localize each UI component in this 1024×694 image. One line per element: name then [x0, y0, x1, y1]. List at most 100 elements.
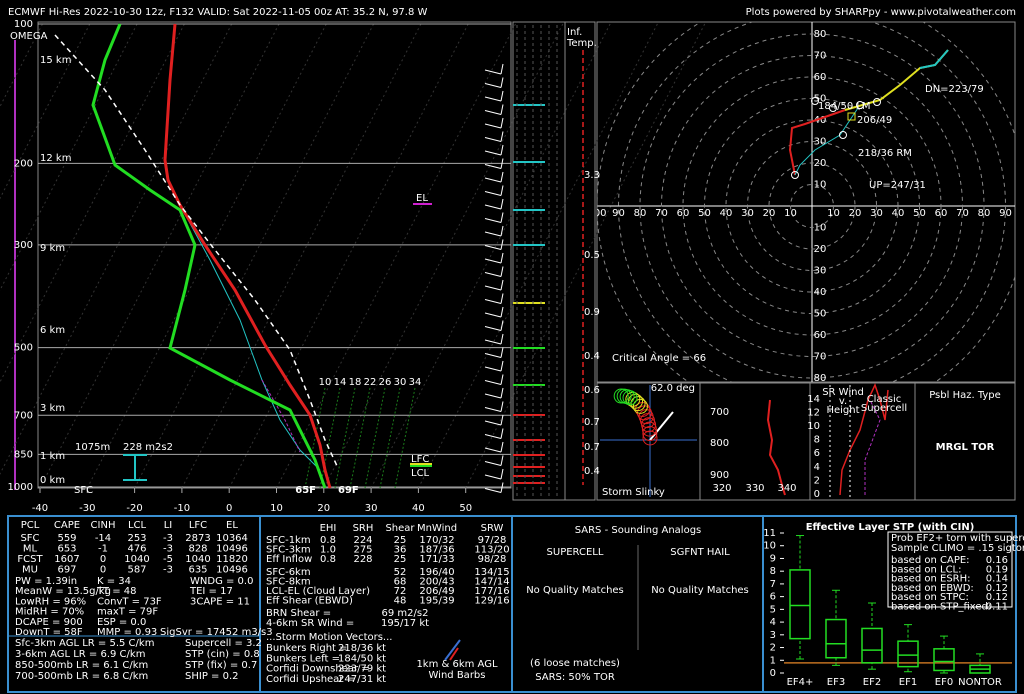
panel-borders: [37, 21, 1016, 501]
slinky-ring: [641, 421, 657, 437]
barb-icon: [444, 639, 461, 661]
label: 69F: [338, 485, 359, 496]
label: MnWind: [417, 523, 457, 534]
label: 1000: [8, 482, 33, 493]
label: 90: [999, 208, 1012, 219]
wind-barb: [484, 434, 502, 439]
label: 635: [188, 565, 207, 576]
mixing-ratio: [394, 387, 416, 489]
label: LCL: [128, 520, 147, 531]
hodo-ring: [725, 119, 899, 293]
label: 40: [814, 115, 827, 126]
label: 3 km: [40, 403, 65, 414]
label: MidRH = 70%: [15, 607, 84, 618]
wind-barb: [500, 239, 504, 250]
label: 26: [379, 377, 392, 388]
label: -3: [163, 565, 173, 576]
label: 195/39: [419, 596, 454, 607]
label: 10: [814, 223, 827, 234]
wind-barb: [500, 266, 504, 277]
label: DN=223/79: [925, 84, 984, 95]
hodo-point: [839, 131, 847, 139]
wind-barb: [484, 461, 502, 466]
wind-barb: [484, 191, 502, 196]
wind-barb: [500, 414, 504, 426]
label: based on STP_fixed:: [891, 602, 991, 613]
label: 0.4: [584, 466, 600, 477]
label: 62.0 deg: [651, 383, 695, 394]
label: ML: [23, 544, 38, 555]
label: 10: [827, 208, 840, 219]
label: Plots powered by SHARPpy - www.pivotalwe…: [746, 7, 1016, 18]
label: SGFNT HAIL: [670, 547, 730, 558]
label: SR Wind: [822, 387, 864, 398]
wind-barb: [484, 488, 502, 493]
label: OMEGA: [10, 31, 48, 42]
slinky-ring: [642, 426, 658, 442]
label: 50: [814, 309, 827, 320]
label: DownT = 58F: [15, 627, 83, 638]
label: 40: [814, 287, 827, 298]
theta-e-profile: [766, 399, 786, 496]
wind-barb: [500, 104, 504, 115]
label: ESP = 0.0: [97, 617, 146, 628]
label: 0.5: [584, 250, 600, 261]
wind-barb: [500, 401, 504, 412]
label: 8: [814, 435, 820, 446]
wetbulb: [261, 379, 301, 453]
label: 20: [317, 503, 330, 514]
hodo-ring: [661, 55, 963, 357]
label: Wind Barbs: [429, 670, 486, 681]
label: 60: [935, 208, 948, 219]
label: 5: [770, 604, 776, 615]
label: Bunkers Left =: [266, 653, 340, 664]
label: Inf.: [567, 27, 582, 38]
label: 476: [127, 544, 146, 555]
label: (6 loose matches): [530, 658, 620, 669]
label: 8: [770, 566, 776, 577]
wind-barb: [500, 171, 504, 183]
wind-barb: [500, 333, 504, 345]
isotherm: [39, 21, 281, 489]
label: 6: [770, 592, 776, 603]
wind-barb: [500, 320, 504, 331]
wind-barb: [484, 407, 502, 412]
label: 40: [720, 208, 733, 219]
label: -20: [126, 503, 142, 514]
barb-icon: [449, 647, 459, 661]
wind-barb: [500, 131, 504, 142]
label: 72: [394, 586, 407, 597]
label: 218/36 RM: [858, 148, 912, 159]
wind-barb: [484, 272, 502, 277]
label: -14: [95, 533, 111, 544]
label: MU: [22, 565, 38, 576]
label: maxT = 79F: [97, 607, 158, 618]
label: FCST: [17, 554, 43, 565]
hodo-ring: [639, 33, 985, 379]
stp-box: [789, 569, 811, 640]
wind-barb: [500, 428, 504, 439]
wind-barb: [484, 312, 502, 318]
label: 15 km: [40, 55, 71, 66]
wind-barb: [500, 185, 504, 196]
label: MMP = 0.93: [97, 627, 157, 638]
sr-wind-profile: [839, 382, 889, 496]
label: 223/79 kt: [338, 664, 386, 675]
label: 697: [57, 565, 76, 576]
label: 14: [807, 394, 820, 405]
label: 134/15: [474, 567, 509, 578]
label: 228 m2s2: [123, 442, 173, 453]
label: 34: [409, 377, 422, 388]
label: 0.12: [986, 583, 1008, 594]
label: 25: [394, 535, 407, 546]
label: 300: [14, 240, 33, 251]
label: LCL-EL (Cloud Layer): [266, 586, 370, 597]
sr-wind-classic: [864, 399, 881, 495]
label: 129/16: [474, 596, 509, 607]
wind-barb: [500, 455, 504, 466]
label: PW = 1.39in: [15, 576, 77, 587]
label: SFC-6km: [266, 567, 311, 578]
label: SFC-1km: [266, 535, 311, 546]
wind-barb: [484, 204, 502, 210]
